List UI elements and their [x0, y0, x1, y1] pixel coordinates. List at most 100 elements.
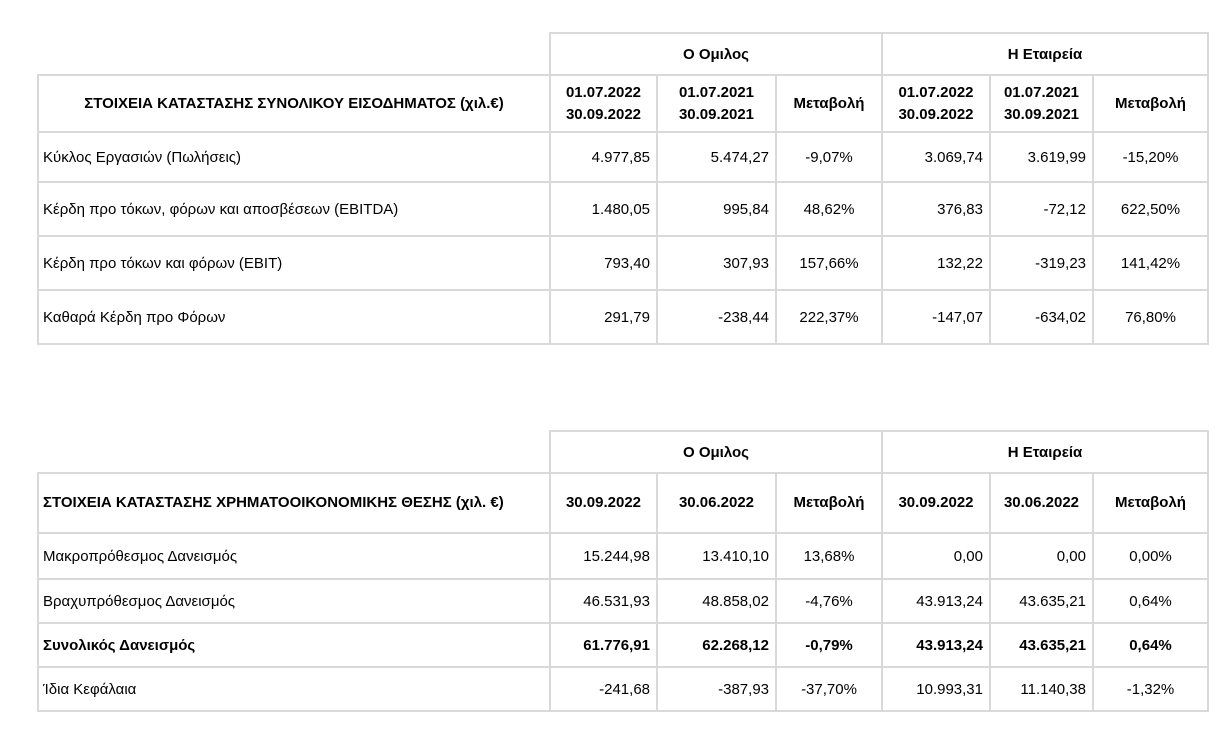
period-start: 01.07.2021 — [1003, 83, 1080, 101]
change-label: Μεταβολή — [1115, 94, 1186, 112]
table-row: Κέρδη προ τόκων και φόρων (EBIT) 793,40 … — [37, 235, 1209, 291]
row-label: Κέρδη προ τόκων, φόρων και αποσβέσεων (E… — [37, 181, 551, 237]
total-row: Συνολικός Δανεισμός 61.776,91 62.268,12 … — [37, 622, 1209, 668]
change-cell: 13,68% — [775, 532, 883, 580]
column-header-row: ΣΤΟΙΧΕΙΑ ΚΑΤΑΣΤΑΣΗΣ ΧΡΗΜΑΤΟΟΙΚΟΝΟΜΙΚΗΣ Θ… — [37, 472, 1209, 534]
value-cell: 132,22 — [881, 235, 991, 291]
period-start: 01.07.2021 — [678, 83, 755, 101]
period-end: 30.09.2021 — [1003, 105, 1080, 123]
value-cell: 48.858,02 — [656, 578, 777, 624]
period-end: 30.09.2022 — [565, 105, 642, 123]
value-cell: 0,00 — [989, 532, 1094, 580]
row-label: Ίδια Κεφάλαια — [37, 666, 551, 712]
column-header: Μεταβολή — [775, 74, 883, 133]
row-label: Καθαρά Κέρδη προ Φόρων — [37, 289, 551, 345]
change-cell: 0,00% — [1092, 532, 1209, 580]
table-row: Μακροπρόθεσμος Δανεισμός 15.244,98 13.41… — [37, 532, 1209, 580]
column-header: 01.07.2021 30.09.2021 — [989, 74, 1094, 133]
value-cell: 291,79 — [549, 289, 658, 345]
table-row: Καθαρά Κέρδη προ Φόρων 291,79 -238,44 22… — [37, 289, 1209, 345]
value-cell: -634,02 — [989, 289, 1094, 345]
value-cell: 46.531,93 — [549, 578, 658, 624]
table-title: ΣΤΟΙΧΕΙΑ ΚΑΤΑΣΤΑΣΗΣ ΣΥΝΟΛΙΚΟΥ ΕΙΣΟΔΗΜΑΤΟ… — [37, 74, 551, 133]
period-start: 01.07.2022 — [565, 83, 642, 101]
financial-position-table: Ο Ομιλος Η Εταιρεία ΣΤΟΙΧΕΙΑ ΚΑΤΑΣΤΑΣΗΣ … — [37, 430, 1209, 712]
column-header: 01.07.2021 30.09.2021 — [656, 74, 777, 133]
column-header: 30.06.2022 — [656, 472, 777, 534]
column-header-row: ΣΤΟΙΧΕΙΑ ΚΑΤΑΣΤΑΣΗΣ ΣΥΝΟΛΙΚΟΥ ΕΙΣΟΔΗΜΑΤΟ… — [37, 74, 1209, 133]
value-cell: -241,68 — [549, 666, 658, 712]
row-label: Κέρδη προ τόκων και φόρων (EBIT) — [37, 235, 551, 291]
column-header: Μεταβολή — [1092, 74, 1209, 133]
change-cell: 0,64% — [1092, 622, 1209, 668]
change-cell: 141,42% — [1092, 235, 1209, 291]
row-label: Βραχυπρόθεσμος Δανεισμός — [37, 578, 551, 624]
column-header: 01.07.2022 30.09.2022 — [881, 74, 991, 133]
change-label: Μεταβολή — [793, 94, 865, 112]
value-cell: 0,00 — [881, 532, 991, 580]
change-cell: -1,32% — [1092, 666, 1209, 712]
group-header-row: Ο Ομιλος Η Εταιρεία — [38, 430, 1209, 474]
change-cell: 48,62% — [775, 181, 883, 237]
period-start: 01.07.2022 — [898, 83, 974, 101]
column-header: Μεταβολή — [1092, 472, 1209, 534]
value-cell: -72,12 — [989, 181, 1094, 237]
value-cell: 15.244,98 — [549, 532, 658, 580]
column-header: Μεταβολή — [775, 472, 883, 534]
value-cell: 1.480,05 — [549, 181, 658, 237]
row-label: Κύκλος Εργασιών (Πωλήσεις) — [37, 131, 551, 183]
value-cell: 43.913,24 — [881, 578, 991, 624]
value-cell: 4.977,85 — [549, 131, 658, 183]
group-header: Ο Ομιλος — [549, 32, 883, 76]
change-cell: 0,64% — [1092, 578, 1209, 624]
value-cell: -319,23 — [989, 235, 1094, 291]
change-cell: -0,79% — [775, 622, 883, 668]
value-cell: 62.268,12 — [656, 622, 777, 668]
change-cell: 222,37% — [775, 289, 883, 345]
change-cell: 622,50% — [1092, 181, 1209, 237]
group-header: Ο Ομιλος — [549, 430, 883, 474]
table-row: Ίδια Κεφάλαια -241,68 -387,93 -37,70% 10… — [37, 666, 1209, 712]
change-cell: -15,20% — [1092, 131, 1209, 183]
value-cell: 43.635,21 — [989, 622, 1094, 668]
value-cell: 5.474,27 — [656, 131, 777, 183]
value-cell: 43.635,21 — [989, 578, 1094, 624]
company-header: Η Εταιρεία — [881, 430, 1209, 474]
change-cell: -9,07% — [775, 131, 883, 183]
blank-corner — [38, 33, 551, 75]
column-header: 01.07.2022 30.09.2022 — [549, 74, 658, 133]
value-cell: 43.913,24 — [881, 622, 991, 668]
period-end: 30.09.2022 — [898, 105, 974, 123]
income-statement-table: Ο Ομιλος Η Εταιρεία ΣΤΟΙΧΕΙΑ ΚΑΤΑΣΤΑΣΗΣ … — [37, 32, 1209, 345]
value-cell: 307,93 — [656, 235, 777, 291]
value-cell: 793,40 — [549, 235, 658, 291]
value-cell: -147,07 — [881, 289, 991, 345]
period-end: 30.09.2021 — [678, 105, 755, 123]
value-cell: 376,83 — [881, 181, 991, 237]
table-title: ΣΤΟΙΧΕΙΑ ΚΑΤΑΣΤΑΣΗΣ ΧΡΗΜΑΤΟΟΙΚΟΝΟΜΙΚΗΣ Θ… — [37, 472, 551, 534]
change-cell: 76,80% — [1092, 289, 1209, 345]
change-cell: -4,76% — [775, 578, 883, 624]
column-header: 30.09.2022 — [549, 472, 658, 534]
column-header: 30.06.2022 — [989, 472, 1094, 534]
value-cell: 13.410,10 — [656, 532, 777, 580]
value-cell: 3.619,99 — [989, 131, 1094, 183]
value-cell: 995,84 — [656, 181, 777, 237]
table-row: Κέρδη προ τόκων, φόρων και αποσβέσεων (E… — [37, 181, 1209, 237]
row-label: Συνολικός Δανεισμός — [37, 622, 551, 668]
value-cell: -387,93 — [656, 666, 777, 712]
blank-corner — [38, 431, 551, 473]
value-cell: -238,44 — [656, 289, 777, 345]
group-header-row: Ο Ομιλος Η Εταιρεία — [38, 32, 1209, 76]
row-label: Μακροπρόθεσμος Δανεισμός — [37, 532, 551, 580]
value-cell: 61.776,91 — [549, 622, 658, 668]
value-cell: 10.993,31 — [881, 666, 991, 712]
column-header: 30.09.2022 — [881, 472, 991, 534]
company-header: Η Εταιρεία — [881, 32, 1209, 76]
table-row: Βραχυπρόθεσμος Δανεισμός 46.531,93 48.85… — [37, 578, 1209, 624]
table-row: Κύκλος Εργασιών (Πωλήσεις) 4.977,85 5.47… — [37, 131, 1209, 183]
change-cell: -37,70% — [775, 666, 883, 712]
value-cell: 11.140,38 — [989, 666, 1094, 712]
value-cell: 3.069,74 — [881, 131, 991, 183]
change-cell: 157,66% — [775, 235, 883, 291]
